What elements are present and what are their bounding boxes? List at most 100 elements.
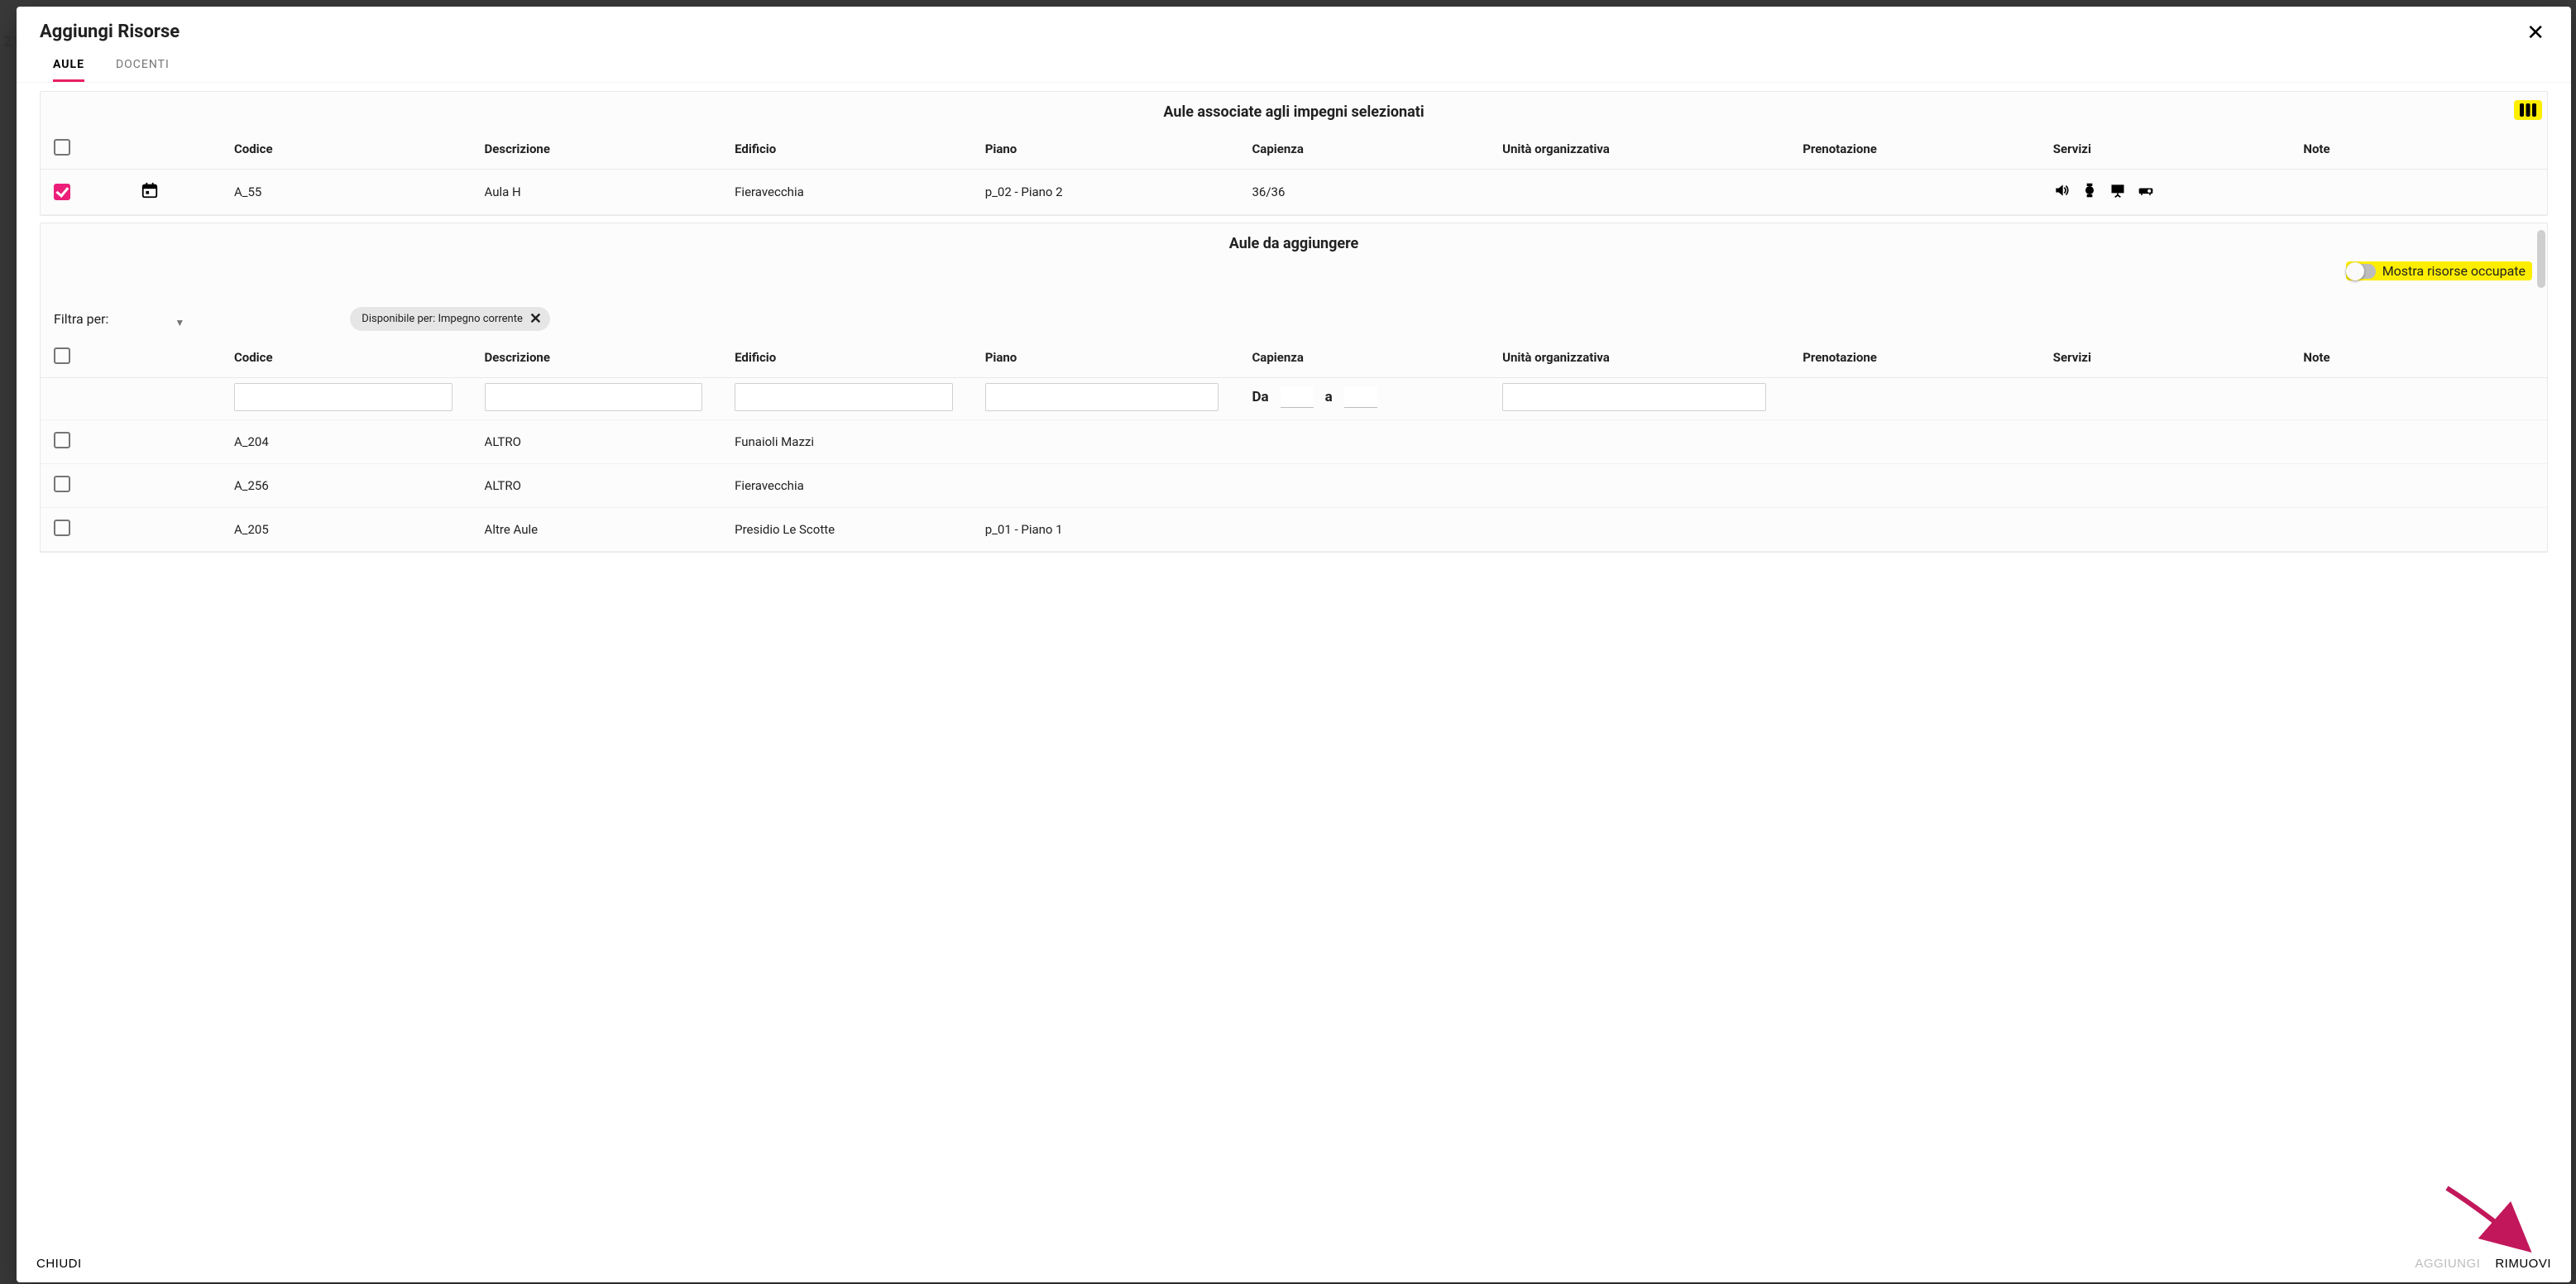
cell-edificio: Fieravecchia [728, 464, 979, 508]
col-codice: Codice [227, 338, 478, 378]
cell-prenotazione [1796, 170, 2047, 215]
cell-piano: p_01 - Piano 1 [979, 508, 1246, 552]
cell-capienza [1245, 464, 1496, 508]
cell-note [2296, 508, 2547, 552]
table-row[interactable]: A_204ALTROFunaioli Mazzi [41, 420, 2547, 464]
cell-descrizione: Altre Aule [478, 508, 729, 552]
volume-icon [2053, 182, 2070, 202]
watch-icon [2081, 182, 2098, 202]
row-checkbox[interactable] [54, 432, 70, 448]
row-checkbox[interactable] [54, 520, 70, 536]
cell-edificio: Funaioli Mazzi [728, 420, 979, 464]
cell-codice: A_256 [227, 464, 478, 508]
projector-icon [2138, 182, 2154, 202]
select-all-assoc-checkbox[interactable] [54, 139, 70, 156]
cell-edificio: Fieravecchia [728, 170, 979, 215]
close-icon[interactable]: ✕ [2523, 22, 2548, 43]
col-prenotazione: Prenotazione [1796, 338, 2047, 378]
show-busy-switch[interactable] [2348, 264, 2376, 279]
cell-servizi [2047, 464, 2297, 508]
cell-capienza: 36/36 [1245, 170, 1496, 215]
col-servizi: Servizi [2047, 129, 2297, 170]
cell-prenotazione [1796, 508, 2047, 552]
select-all-add-checkbox[interactable] [54, 347, 70, 364]
col-note: Note [2296, 129, 2547, 170]
cell-capienza [1245, 508, 1496, 552]
close-button[interactable]: CHIUDI [36, 1257, 82, 1271]
cell-piano [979, 464, 1246, 508]
col-descrizione: Descrizione [478, 338, 729, 378]
cell-piano: p_02 - Piano 2 [979, 170, 1246, 215]
row-checkbox[interactable] [54, 184, 70, 200]
cell-unita [1496, 464, 1796, 508]
add-resources-modal: Aggiungi Risorse ✕ AULE DOCENTI Aule ass… [17, 7, 2571, 1282]
panel-title-associated: Aule associate agli impegni selezionati [1163, 103, 1424, 121]
cell-codice: A_204 [227, 420, 478, 464]
cell-descrizione: ALTRO [478, 420, 729, 464]
cell-piano [979, 420, 1246, 464]
cell-codice: A_55 [227, 170, 478, 215]
col-capienza: Capienza [1245, 129, 1496, 170]
table-row[interactable]: A_256ALTROFieravecchia [41, 464, 2547, 508]
cell-servizi [2053, 182, 2291, 202]
col-note: Note [2296, 338, 2547, 378]
filter-descrizione-input[interactable] [485, 383, 703, 411]
cell-descrizione: ALTRO [478, 464, 729, 508]
col-unita: Unità organizzativa [1496, 129, 1796, 170]
cell-note [2296, 464, 2547, 508]
board-icon [2109, 182, 2126, 202]
filter-row: Filtra per: ▼ Disponibile per: Impegno c… [41, 261, 2547, 338]
cap-to-label: a [1325, 389, 1333, 405]
table-row[interactable]: A_55Aula HFieravecchiap_02 - Piano 236/3… [41, 170, 2547, 215]
columns-icon[interactable] [2514, 100, 2542, 120]
cell-prenotazione [1796, 420, 2047, 464]
modal-title: Aggiungi Risorse [40, 22, 180, 42]
chip-remove-icon[interactable]: ✕ [529, 310, 542, 328]
show-busy-label: Mostra risorse occupate [2382, 263, 2526, 279]
remove-button[interactable]: RIMUOVI [2495, 1257, 2551, 1271]
cell-capienza [1245, 420, 1496, 464]
panel-rooms-to-add: Aule da aggiungere Mostra risorse occupa… [40, 223, 2548, 553]
cell-prenotazione [1796, 464, 2047, 508]
cell-servizi [2047, 420, 2297, 464]
filter-label: Filtra per: [54, 311, 108, 327]
filter-dropdown-caret[interactable]: ▼ [175, 317, 184, 328]
tabs: AULE DOCENTI [17, 43, 2571, 83]
col-unita: Unità organizzativa [1496, 338, 1796, 378]
filter-piano-input[interactable] [985, 383, 1219, 411]
table-associated: Codice Descrizione Edificio Piano Capien… [41, 129, 2547, 215]
filter-cap-to-input[interactable] [1344, 386, 1377, 408]
tab-docenti[interactable]: DOCENTI [116, 58, 170, 82]
panel-title-to-add: Aule da aggiungere [1229, 235, 1359, 252]
tab-aule[interactable]: AULE [53, 58, 84, 82]
col-piano: Piano [979, 338, 1246, 378]
filter-unita-input[interactable] [1502, 383, 1766, 411]
col-descrizione: Descrizione [478, 129, 729, 170]
filter-cap-from-input[interactable] [1281, 386, 1314, 408]
col-edificio: Edificio [728, 129, 979, 170]
filter-codice-input[interactable] [234, 383, 452, 411]
cell-codice: A_205 [227, 508, 478, 552]
show-busy-toggle-row: Mostra risorse occupate [2346, 261, 2532, 280]
cell-unita [1496, 508, 1796, 552]
table-row[interactable]: A_205Altre AulePresidio Le Scottep_01 - … [41, 508, 2547, 552]
col-prenotazione: Prenotazione [1796, 129, 2047, 170]
cell-note [2296, 170, 2547, 215]
col-codice: Codice [227, 129, 478, 170]
col-capienza: Capienza [1245, 338, 1496, 378]
cell-descrizione: Aula H [478, 170, 729, 215]
col-edificio: Edificio [728, 338, 979, 378]
col-piano: Piano [979, 129, 1246, 170]
modal-header: Aggiungi Risorse ✕ [17, 7, 2571, 43]
filter-edificio-input[interactable] [735, 383, 953, 411]
calendar-icon[interactable] [141, 188, 159, 203]
cell-servizi [2047, 508, 2297, 552]
cell-unita [1496, 420, 1796, 464]
filter-chip: Disponibile per: Impegno corrente ✕ [350, 307, 550, 331]
panel-associated-rooms: Aule associate agli impegni selezionati … [40, 91, 2548, 216]
filter-chip-label: Disponibile per: Impegno corrente [362, 313, 523, 325]
table-to-add: Codice Descrizione Edificio Piano Capien… [41, 338, 2547, 552]
add-button[interactable]: AGGIUNGI [2415, 1257, 2480, 1271]
row-checkbox[interactable] [54, 476, 70, 492]
cell-edificio: Presidio Le Scotte [728, 508, 979, 552]
